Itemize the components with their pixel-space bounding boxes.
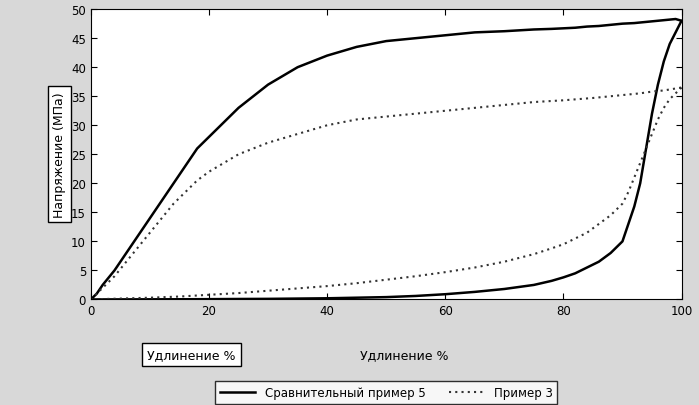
Legend: Сравнительный пример 5, Пример 3: Сравнительный пример 5, Пример 3 xyxy=(215,382,557,404)
Y-axis label: Напряжение (МПа): Напряжение (МПа) xyxy=(52,92,66,217)
Text: Удлинение %: Удлинение % xyxy=(360,348,448,361)
Text: Удлинение %: Удлинение % xyxy=(147,348,236,361)
